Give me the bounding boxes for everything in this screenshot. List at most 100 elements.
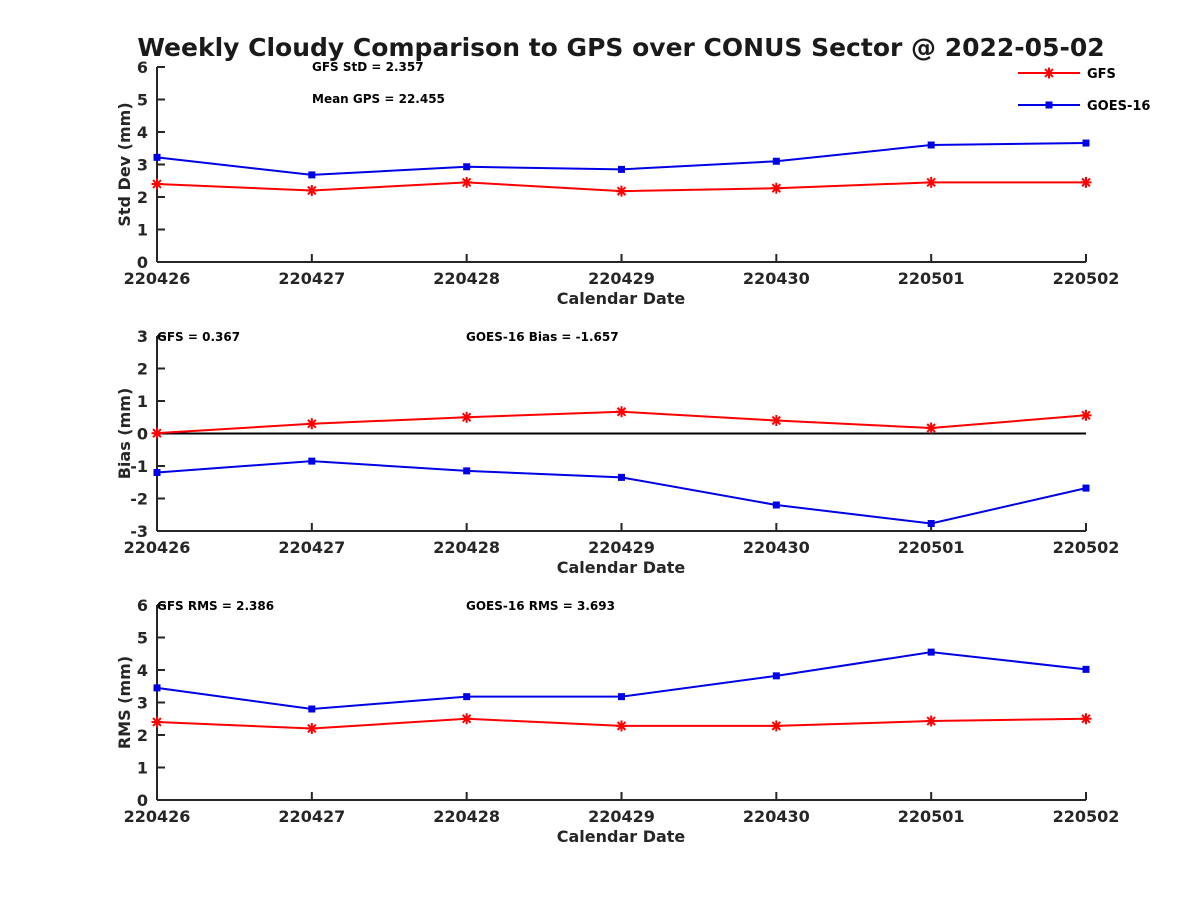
stat-annotation: GFS RMS = 2.386 xyxy=(157,599,274,613)
data-point-gfs xyxy=(925,176,937,188)
x-tick-label: 220501 xyxy=(898,269,965,288)
stat-annotation: GOES-16 Bias = -1.657 xyxy=(466,330,619,344)
data-point-gfs xyxy=(616,720,627,732)
y-tick-label: 1 xyxy=(137,221,148,240)
data-point-goes16 xyxy=(618,693,625,701)
x-tick-label: 220430 xyxy=(743,269,810,288)
data-point-gfs xyxy=(461,411,473,423)
y-tick-label: 0 xyxy=(137,253,148,272)
x-tick-label: 220427 xyxy=(278,807,345,826)
data-point-goes16 xyxy=(463,163,471,171)
x-tick-label: 220502 xyxy=(1053,807,1120,826)
data-point-goes16 xyxy=(153,153,161,161)
legend-marker xyxy=(1045,101,1053,109)
series-goes-16 xyxy=(153,648,1090,713)
data-point-gfs xyxy=(306,418,318,430)
y-tick-label: -1 xyxy=(130,457,148,476)
y-tick-label: 6 xyxy=(137,596,148,615)
stat-annotation: GFS = 0.367 xyxy=(157,330,240,344)
y-tick-label: -3 xyxy=(130,522,148,541)
data-point-goes16 xyxy=(153,469,161,476)
chart-panel-1: 0 1 2 3 4 5 6 220426 220427 220428 220429 220430 220… xyxy=(115,58,1119,308)
chart-panel-2: -3 -2 -1 0 1 2 3 220426 220427 220428 220429 220430… xyxy=(115,327,1119,577)
data-point-gfs xyxy=(151,427,163,439)
y-tick-label: 3 xyxy=(137,327,148,346)
series-gfs xyxy=(151,406,1092,439)
x-tick-label: 220427 xyxy=(278,269,345,288)
data-point-gfs xyxy=(151,178,163,190)
y-tick-label: 3 xyxy=(137,694,148,713)
chart-panel-3: 0 1 2 3 4 5 6 220426 220427 220428 220429 220430 220… xyxy=(115,596,1119,846)
series-gfs xyxy=(151,713,1092,734)
y-tick-label: 1 xyxy=(137,392,148,411)
y-tick-label: 5 xyxy=(137,91,148,110)
y-tick-label: 6 xyxy=(137,58,148,77)
data-point-gfs xyxy=(306,723,318,734)
data-point-goes16 xyxy=(772,157,780,165)
y-axis-label: RMS (mm) xyxy=(115,656,134,749)
y-tick-label: 2 xyxy=(137,188,148,207)
data-point-goes16 xyxy=(772,501,780,509)
x-tick-label: 220428 xyxy=(433,538,500,557)
x-tick-label: 220427 xyxy=(278,538,345,557)
legend-label: GFS xyxy=(1087,67,1116,82)
data-point-gfs xyxy=(616,185,627,197)
y-tick-label: 1 xyxy=(137,759,148,778)
x-tick-label: 220430 xyxy=(743,538,810,557)
data-point-goes16 xyxy=(463,467,471,475)
series-line xyxy=(156,460,1087,525)
x-tick-label: 220429 xyxy=(588,538,655,557)
legend-label: GOES-16 xyxy=(1087,99,1150,114)
x-tick-label: 220501 xyxy=(898,807,965,826)
x-axis-label: Calendar Date xyxy=(557,827,686,846)
x-tick-label: 220426 xyxy=(124,807,191,826)
data-point-goes16 xyxy=(927,648,935,656)
figure-title: Weekly Cloudy Comparison to GPS over CON… xyxy=(137,33,1104,62)
x-tick-label: 220429 xyxy=(588,807,655,826)
data-point-gfs xyxy=(925,715,937,727)
data-point-gfs xyxy=(461,713,473,725)
data-point-goes16 xyxy=(1082,484,1090,492)
data-point-goes16 xyxy=(1082,139,1090,147)
data-point-goes16 xyxy=(308,457,316,465)
x-tick-label: 220426 xyxy=(124,538,191,557)
series-goes-16 xyxy=(153,139,1090,179)
x-tick-label: 220428 xyxy=(433,269,500,288)
data-point-goes16 xyxy=(618,165,625,173)
data-point-gfs xyxy=(770,720,782,732)
y-tick-label: 0 xyxy=(137,791,148,810)
data-point-goes16 xyxy=(1082,665,1090,673)
legend-entry-goes-16: GOES-16 xyxy=(1018,99,1150,114)
data-point-goes16 xyxy=(927,141,935,149)
data-point-goes16 xyxy=(308,171,316,179)
data-point-goes16 xyxy=(153,684,161,692)
x-tick-label: 220429 xyxy=(588,269,655,288)
series-line xyxy=(156,651,1087,711)
y-tick-label: 2 xyxy=(137,726,148,745)
data-point-goes16 xyxy=(927,520,935,528)
y-tick-label: 5 xyxy=(137,629,148,648)
x-tick-label: 220501 xyxy=(898,538,965,557)
x-axis-label: Calendar Date xyxy=(557,289,686,308)
data-point-gfs xyxy=(151,716,163,728)
data-point-goes16 xyxy=(618,473,625,481)
series-gfs xyxy=(151,176,1092,197)
y-tick-label: 2 xyxy=(137,360,148,379)
data-point-gfs xyxy=(306,185,318,196)
y-axis-label: Bias (mm) xyxy=(115,388,134,480)
y-tick-label: -2 xyxy=(130,490,148,509)
series-goes-16 xyxy=(153,457,1090,528)
x-tick-label: 220502 xyxy=(1053,269,1120,288)
data-point-gfs xyxy=(461,176,473,188)
data-point-gfs xyxy=(1080,713,1092,725)
x-tick-label: 220428 xyxy=(433,807,500,826)
y-tick-label: 3 xyxy=(137,156,148,175)
data-point-gfs xyxy=(770,415,782,426)
data-point-goes16 xyxy=(463,693,471,701)
y-tick-label: 0 xyxy=(137,425,148,444)
stat-annotation: Mean GPS = 22.455 xyxy=(312,92,445,106)
data-point-gfs xyxy=(770,182,782,194)
data-point-gfs xyxy=(1080,409,1092,421)
data-point-gfs xyxy=(616,406,627,418)
